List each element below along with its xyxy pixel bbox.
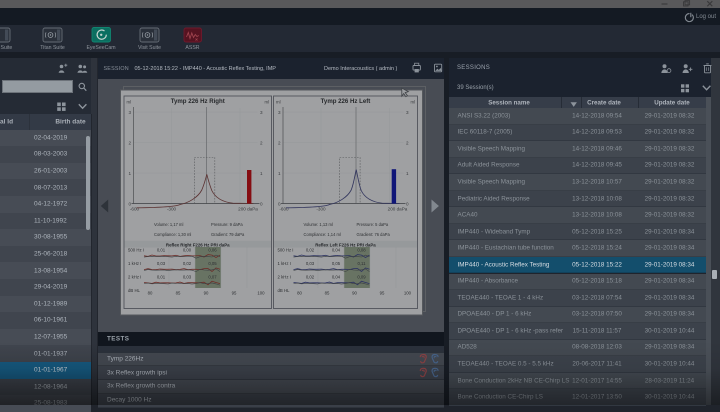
svg-text:0,02: 0,02 — [306, 247, 315, 252]
svg-text:-600: -600 — [279, 207, 289, 212]
svg-text:0,04: 0,04 — [332, 274, 341, 279]
svg-text:3: 3 — [260, 110, 263, 115]
svg-text:0,06: 0,06 — [208, 247, 217, 252]
svg-text:0,03: 0,03 — [157, 261, 166, 266]
svg-text:2 kHz I: 2 kHz I — [128, 274, 141, 279]
svg-text:Reflex Right F226 Hz PRI daP: Reflex Right F226 Hz PRI daPa — [166, 243, 230, 248]
svg-text:200 daPa: 200 daPa — [238, 207, 258, 212]
svg-text:100: 100 — [257, 291, 265, 296]
svg-text:0,03: 0,03 — [306, 261, 315, 266]
svg-text:1 kHz I: 1 kHz I — [278, 261, 291, 266]
svg-text:Reflex Left F226 Hz PRI daPa: Reflex Left F226 Hz PRI daPa — [315, 243, 376, 248]
svg-text:100: 100 — [404, 291, 412, 296]
svg-text:dB HL: dB HL — [128, 288, 141, 293]
svg-text:dB HL: dB HL — [278, 288, 291, 293]
svg-text:1 kHz I: 1 kHz I — [128, 261, 141, 266]
svg-text:ml: ml — [276, 100, 281, 105]
svg-text:Volume: 1,17 ml: Volume: 1,17 ml — [154, 222, 183, 227]
svg-text:1: 1 — [406, 171, 409, 176]
svg-text:85: 85 — [176, 291, 181, 296]
svg-text:Tymp 226 Hz Left: Tymp 226 Hz Left — [321, 98, 371, 105]
svg-text:0,00: 0,00 — [183, 247, 192, 252]
svg-text:Tymp 226 Hz Right: Tymp 226 Hz Right — [171, 98, 225, 105]
svg-text:2: 2 — [128, 140, 131, 145]
svg-text:0,01: 0,01 — [157, 247, 166, 252]
svg-text:Compliance: 1,14 ml: Compliance: 1,14 ml — [304, 232, 341, 237]
svg-text:1: 1 — [260, 171, 263, 176]
svg-text:0,02: 0,02 — [306, 274, 315, 279]
svg-text:0,09: 0,09 — [357, 274, 366, 279]
svg-text:ml: ml — [127, 100, 132, 105]
svg-text:0,07: 0,07 — [208, 274, 217, 279]
svg-text:Pressure: 9 daPa: Pressure: 9 daPa — [211, 222, 243, 227]
svg-text:95: 95 — [232, 291, 237, 296]
svg-text:500 Hz I: 500 Hz I — [278, 247, 294, 252]
svg-text:2: 2 — [278, 140, 281, 145]
svg-text:ml: ml — [410, 100, 415, 105]
svg-text:0: 0 — [278, 201, 281, 206]
svg-text:0,03: 0,03 — [183, 274, 192, 279]
svg-text:-600: -600 — [130, 207, 140, 212]
svg-text:3: 3 — [128, 110, 131, 115]
svg-text:0: 0 — [260, 201, 263, 206]
svg-text:Compliance: 1,30 ml: Compliance: 1,30 ml — [154, 232, 191, 237]
svg-text:90: 90 — [352, 291, 357, 296]
svg-text:Pressure: 5 daPa: Pressure: 5 daPa — [357, 222, 389, 227]
svg-text:0,08: 0,08 — [357, 247, 366, 252]
svg-text:Gradient: 76 daPa: Gradient: 76 daPa — [357, 232, 391, 237]
svg-text:ml: ml — [264, 100, 269, 105]
svg-text:2: 2 — [260, 140, 263, 145]
svg-text:3: 3 — [406, 110, 409, 115]
svg-text:1: 1 — [128, 171, 131, 176]
svg-text:0,04: 0,04 — [332, 247, 341, 252]
svg-text:-300: -300 — [316, 207, 326, 212]
svg-text:-300: -300 — [167, 207, 177, 212]
svg-text:1: 1 — [278, 171, 281, 176]
svg-text:90: 90 — [204, 291, 209, 296]
svg-text:0,05: 0,05 — [332, 261, 341, 266]
svg-text:2: 2 — [406, 140, 409, 145]
svg-text:0: 0 — [128, 201, 131, 206]
svg-text:80: 80 — [148, 291, 153, 296]
svg-text:500 Hz I: 500 Hz I — [128, 247, 144, 252]
svg-text:Volume: 1,13 ml: Volume: 1,13 ml — [304, 222, 333, 227]
svg-text:80: 80 — [297, 291, 302, 296]
svg-text:200 daPa: 200 daPa — [388, 207, 408, 212]
svg-text:0,11: 0,11 — [357, 261, 366, 266]
svg-text:0,02: 0,02 — [183, 261, 192, 266]
svg-text:Gradient: 79 daPa: Gradient: 79 daPa — [211, 232, 245, 237]
svg-text:3: 3 — [278, 110, 281, 115]
svg-text:0,05: 0,05 — [208, 261, 217, 266]
svg-text:2 kHz I: 2 kHz I — [278, 274, 291, 279]
svg-text:95: 95 — [380, 291, 385, 296]
svg-text:0: 0 — [406, 201, 409, 206]
svg-text:85: 85 — [325, 291, 330, 296]
svg-text:0,01: 0,01 — [157, 274, 166, 279]
